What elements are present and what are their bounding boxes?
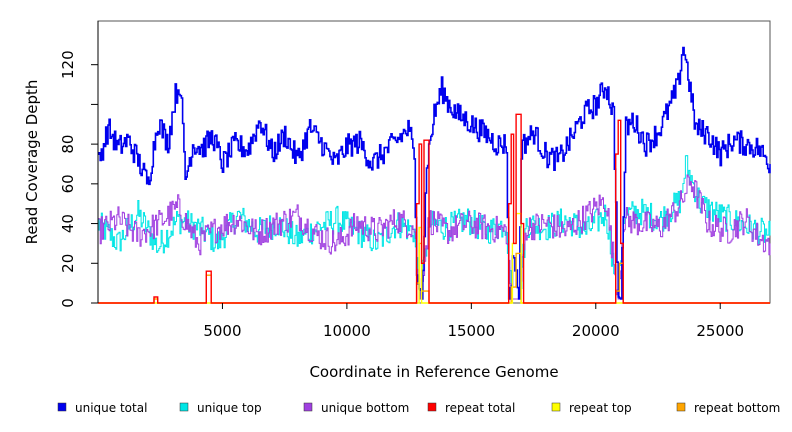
x-tick-label: 25000 bbox=[696, 322, 744, 340]
legend-label: unique top bbox=[197, 401, 262, 415]
y-tick-label: 0 bbox=[59, 298, 77, 308]
legend-label: repeat total bbox=[445, 401, 515, 415]
y-tick-label: 120 bbox=[59, 50, 77, 79]
series-layer bbox=[98, 46, 771, 304]
legend-swatch bbox=[303, 402, 313, 412]
x-axis: 5000 10000 15000 20000 25000 bbox=[203, 303, 744, 340]
y-axis: 0 20 40 60 80 120 bbox=[59, 21, 99, 308]
x-tick-label: 15000 bbox=[447, 322, 495, 340]
legend-label: repeat bottom bbox=[694, 401, 780, 415]
legend-swatch bbox=[676, 402, 686, 412]
plot-frame bbox=[97, 20, 771, 304]
x-tick-label: 20000 bbox=[572, 322, 620, 340]
legend-item-unique-bottom: unique bottom bbox=[303, 401, 409, 415]
x-axis-title: Coordinate in Reference Genome bbox=[309, 363, 558, 381]
y-tick-label: 60 bbox=[59, 174, 77, 193]
series-line-repeat-total bbox=[98, 113, 770, 304]
legend-item-unique-top: unique top bbox=[179, 401, 262, 415]
legend: unique total unique top unique bottom repea… bbox=[57, 401, 780, 415]
x-tick-label: 5000 bbox=[203, 322, 241, 340]
legend-item-unique-total: unique total bbox=[57, 401, 147, 415]
x-tick-label: 10000 bbox=[323, 322, 371, 340]
legend-label: repeat top bbox=[569, 401, 632, 415]
y-tick-label: 80 bbox=[59, 135, 77, 154]
legend-label: unique total bbox=[75, 401, 147, 415]
legend-item-repeat-total: repeat total bbox=[427, 401, 515, 415]
y-tick-label: 40 bbox=[59, 214, 77, 233]
legend-swatch bbox=[427, 402, 437, 412]
series-line-unique-bottom bbox=[98, 174, 771, 300]
y-axis-title: Read Coverage Depth bbox=[23, 80, 41, 245]
legend-label: unique bottom bbox=[321, 401, 409, 415]
series-line-repeat-bottom bbox=[98, 242, 770, 304]
y-tick-label: 20 bbox=[59, 254, 77, 273]
legend-item-repeat-bottom: repeat bottom bbox=[676, 401, 780, 415]
legend-swatch bbox=[179, 402, 189, 412]
legend-swatch bbox=[57, 402, 67, 412]
legend-swatch bbox=[551, 402, 561, 412]
legend-item-repeat-top: repeat top bbox=[551, 401, 632, 415]
series-line-unique-total bbox=[98, 46, 771, 300]
